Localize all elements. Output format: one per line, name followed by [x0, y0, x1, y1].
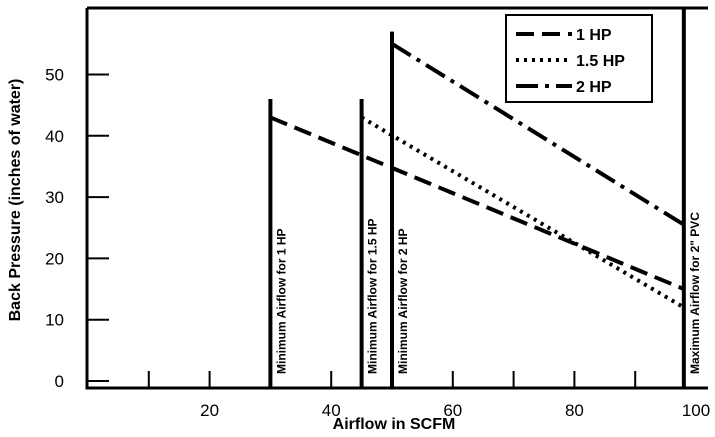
- series-lines: [269, 42, 685, 310]
- y-tick-label-3: 30: [45, 188, 64, 207]
- x-tick-label-3: 80: [565, 401, 584, 420]
- y-axis-title: Back Pressure (inches of water): [7, 79, 24, 322]
- marker-label-2: Minimum Airflow for 2 HP: [396, 228, 410, 374]
- marker-label-0: Minimum Airflow for 1 HP: [274, 228, 288, 374]
- x-axis-title: Airflow in SCFM: [333, 416, 456, 433]
- x-tick-label-1: 40: [322, 401, 341, 420]
- airflow-markers: Minimum Airflow for 1 HP Minimum Airflow …: [268, 8, 702, 388]
- series-line-0: [269, 115, 685, 291]
- y-tick-label-0: 0: [55, 372, 64, 391]
- legend-label-1: 1.5 HP: [576, 53, 625, 70]
- marker-label-1: Minimum Airflow for 1.5 HP: [366, 218, 380, 374]
- legend-label-2: 2 HP: [576, 79, 612, 96]
- y-tick-label-2: 20: [45, 249, 64, 268]
- marker-label-3: Maximum Airflow for 2" PVC: [688, 212, 702, 374]
- axes: 20 40 60 80 100 0 10 20 30 40 50: [45, 6, 710, 420]
- y-tick-label-5: 50: [45, 66, 64, 85]
- x-tick-label-4: 100: [682, 401, 710, 420]
- axes-frame: [85, 6, 708, 390]
- x-tick-label-2: 60: [443, 401, 462, 420]
- y-tick-label-4: 40: [45, 127, 64, 146]
- y-tick-label-1: 10: [45, 311, 64, 330]
- x-tick-label-0: 20: [200, 401, 219, 420]
- legend: 1 HP 1.5 HP 2 HP: [505, 14, 653, 103]
- series-line-2: [390, 42, 685, 227]
- legend-label-0: 1 HP: [576, 27, 612, 44]
